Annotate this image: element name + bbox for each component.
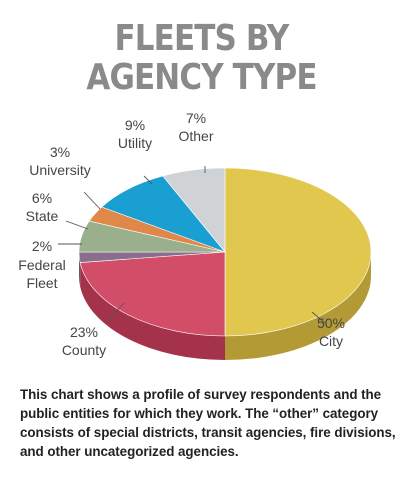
slice-label-county: County bbox=[62, 342, 106, 358]
slice-label-other: Other bbox=[178, 128, 213, 144]
chart-title-line-1: FLEETS BY bbox=[114, 18, 290, 59]
slice-label-federal-fleet: Federal bbox=[18, 257, 65, 273]
slice-label-university: University bbox=[29, 162, 90, 178]
slice-value-federal-fleet: 2% bbox=[32, 238, 52, 254]
slice-value-state: 6% bbox=[32, 190, 52, 206]
slice-value-university: 3% bbox=[50, 144, 70, 160]
slice-value-other: 7% bbox=[186, 110, 206, 126]
slice-label-city: City bbox=[319, 333, 343, 349]
slice-side-federal-fleet bbox=[79, 252, 81, 287]
slice-side-city bbox=[225, 252, 371, 360]
slice-label-state: State bbox=[26, 208, 59, 224]
leader-line-county bbox=[105, 302, 125, 323]
slice-county bbox=[79, 251, 226, 337]
leader-line-city bbox=[311, 311, 326, 324]
slice-value-city: 50% bbox=[317, 315, 345, 331]
slice-utility bbox=[101, 175, 226, 253]
slice-side-county bbox=[80, 262, 226, 360]
chart-caption: This chart shows a profile of survey res… bbox=[20, 387, 396, 459]
slice-label-utility: Utility bbox=[118, 135, 152, 151]
leader-line-university bbox=[83, 191, 101, 210]
pie-chart: 50% City 23% County 2% Federal Fleet 6% State 3% U… bbox=[18, 110, 372, 360]
slice-value-utility: 9% bbox=[125, 117, 145, 133]
leader-line-utility bbox=[143, 175, 153, 185]
slice-other bbox=[162, 167, 226, 253]
slice-city bbox=[224, 167, 372, 337]
slice-label-federal-fleet: Fleet bbox=[26, 275, 57, 291]
slice-value-county: 23% bbox=[70, 324, 98, 340]
leader-line-state bbox=[65, 220, 89, 230]
chart-title-line-2: AGENCY TYPE bbox=[86, 57, 317, 98]
